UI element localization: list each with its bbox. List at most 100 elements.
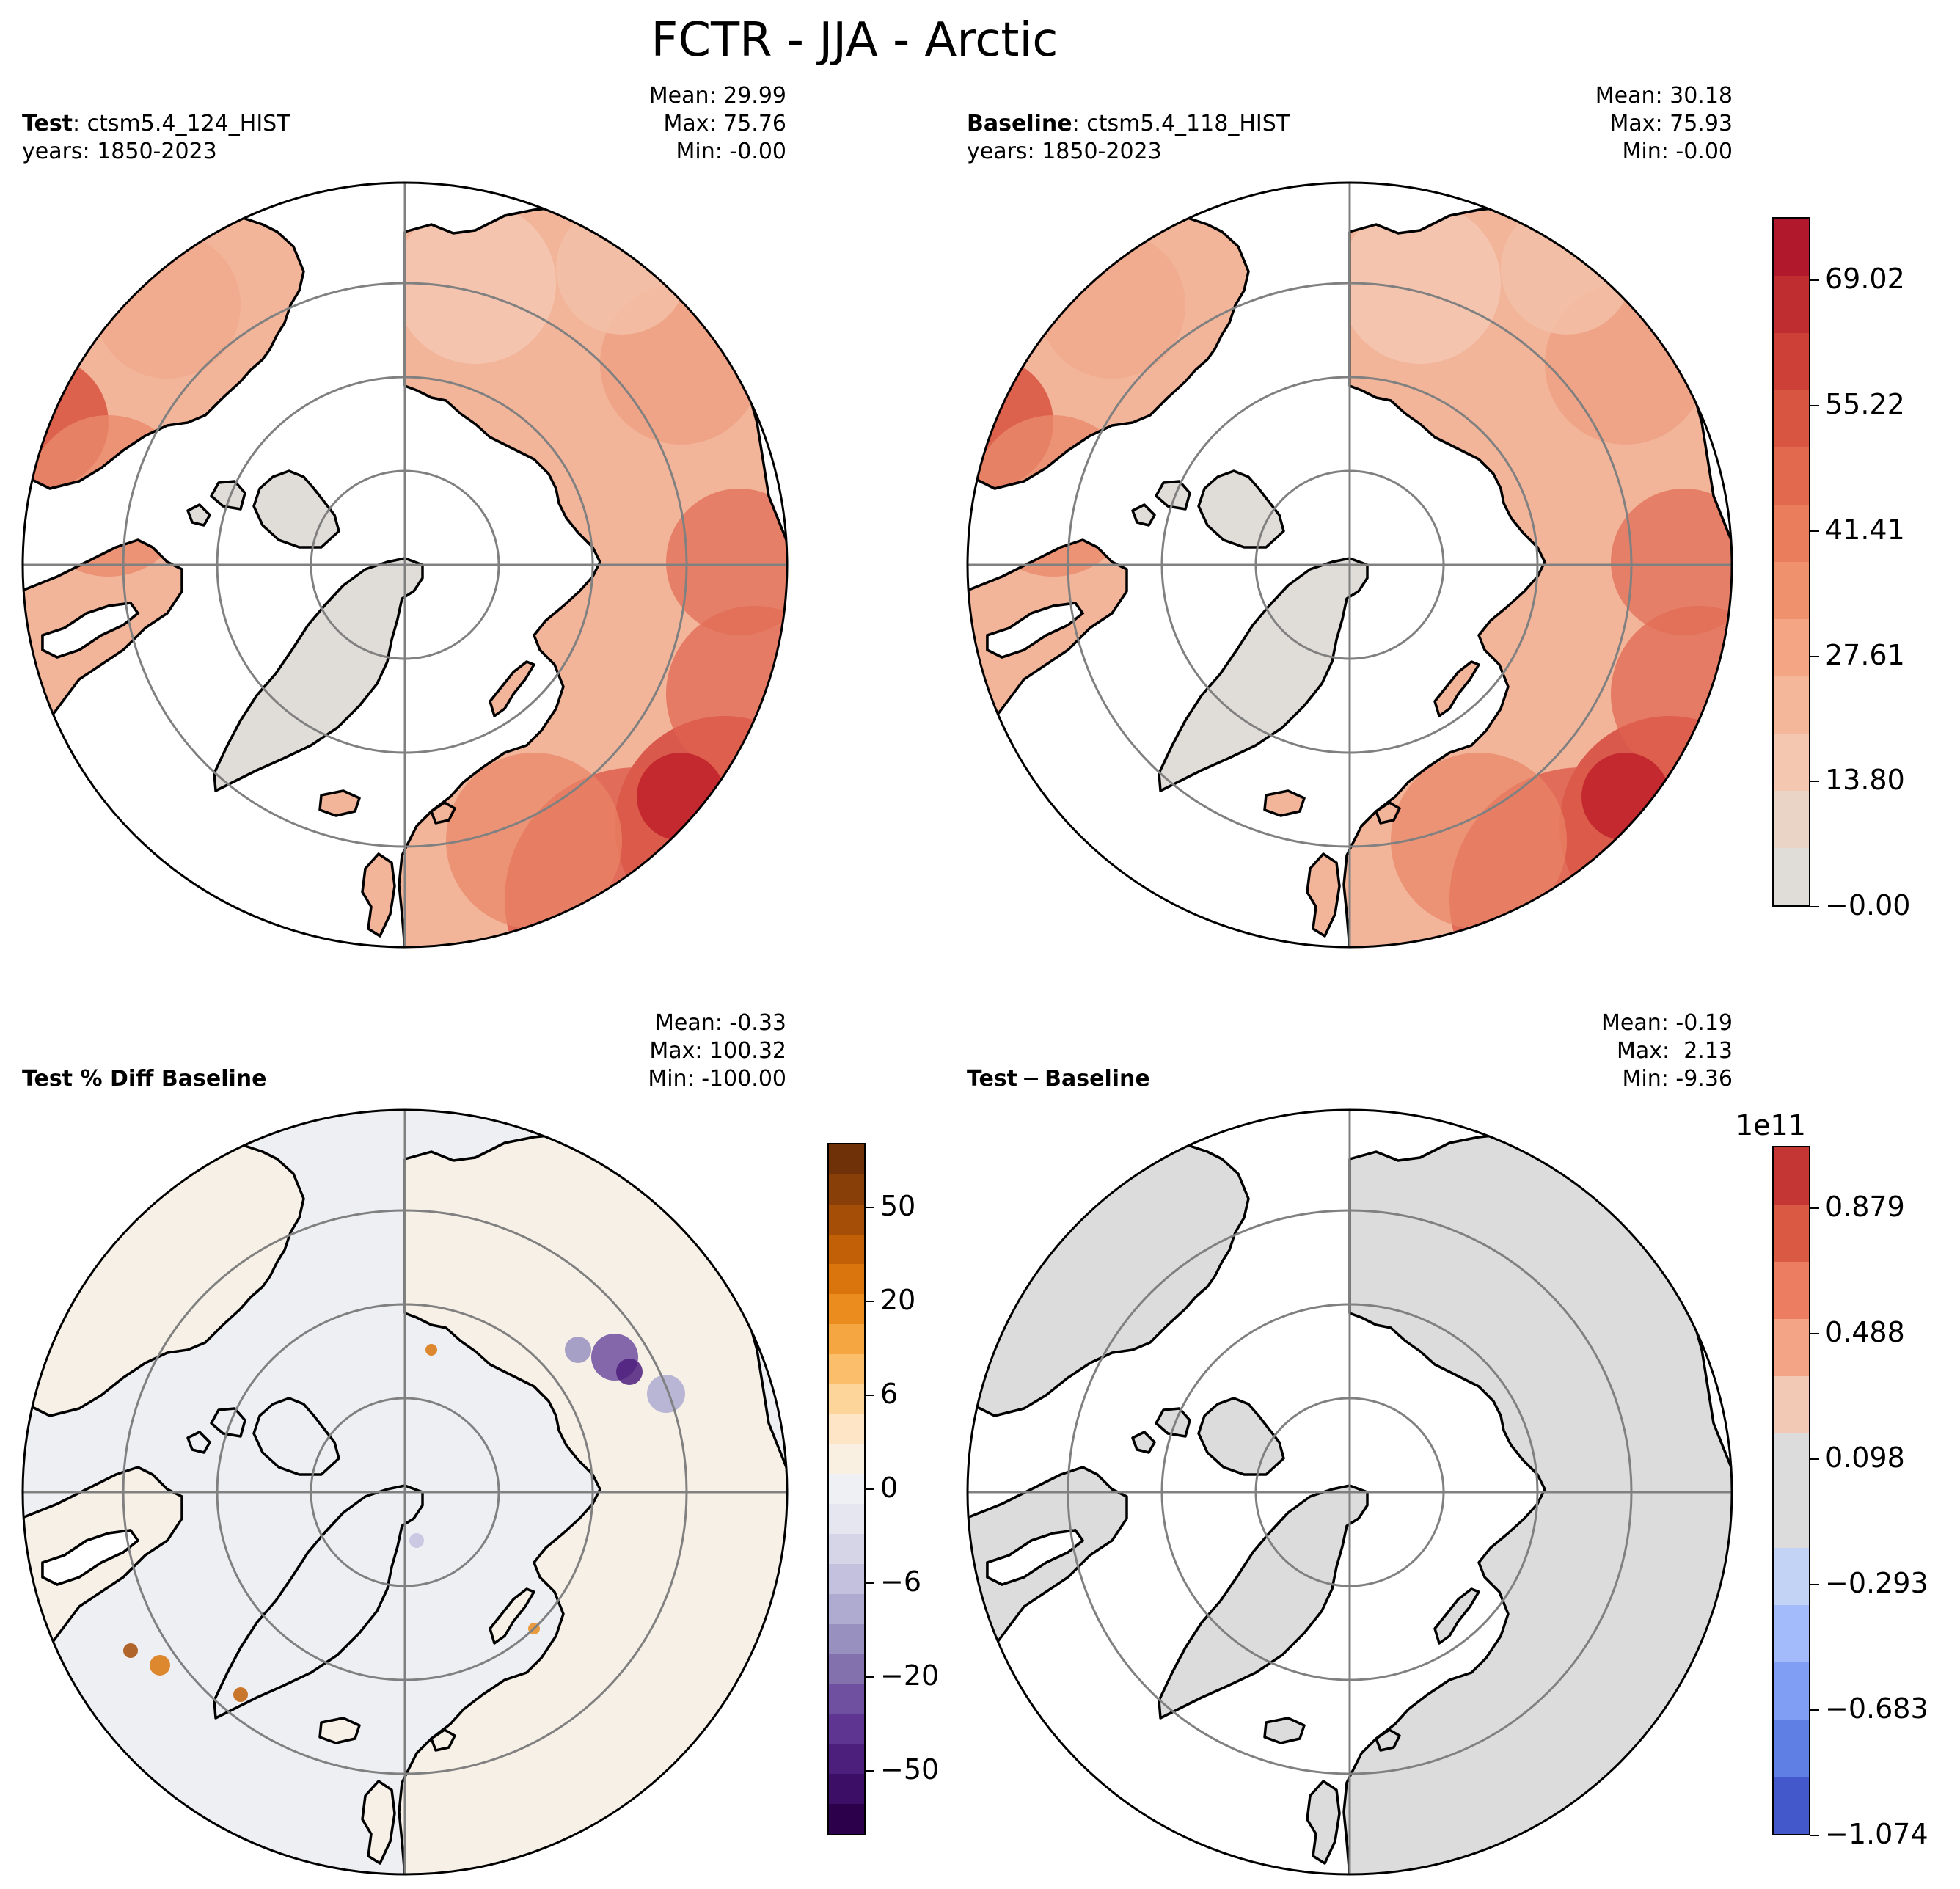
test-label: Test: ctsm5.4_124_HIST [22, 110, 290, 138]
land-shade-blob [1611, 489, 1732, 635]
baseline-stats: Mean: 30.18 Max: 75.93 Min: -0.00 [1595, 82, 1733, 166]
abs-colorbar-tick-mark [1810, 530, 1819, 532]
land-fill [1435, 662, 1479, 716]
land-fill [1344, 1134, 1732, 1874]
pctdiff-colorbar-swatch [829, 1174, 864, 1205]
land-fill [23, 1467, 182, 1680]
diff-colorbar-swatch [1774, 1719, 1809, 1777]
land-shade-blob [94, 232, 241, 379]
land-fill [1435, 1589, 1479, 1643]
land-shade-blob [395, 207, 556, 364]
pctdiff-colorbar-swatch [829, 1534, 864, 1565]
pctdiff-colorbar-tick-mark [866, 1676, 874, 1678]
diff-label-bold: Test [967, 1066, 1018, 1092]
archipelago-fill [188, 1398, 339, 1475]
test-stats: Mean: 29.99 Max: 75.76 Min: -0.00 [649, 82, 786, 166]
diff-colorbar-swatch [1774, 1204, 1809, 1262]
map-content [968, 183, 1732, 947]
diff-colorbar-tick-mark [1810, 1207, 1819, 1210]
pctdiff-stats: Mean: -0.33 Max: 100.32 Min: -100.00 [648, 1009, 786, 1093]
abs-colorbar-swatch [1774, 504, 1809, 562]
diff-colorbar-tick-label: −1.074 [1825, 1818, 1928, 1850]
land-fill [490, 1589, 534, 1643]
pctdiff-colorbar-swatch [829, 1264, 864, 1295]
greenland-fill [214, 558, 423, 791]
coastline [1433, 1587, 1480, 1645]
pctdiff-label: Test % Diff Baseline [22, 1065, 267, 1093]
pct-positive-patch [751, 1662, 772, 1683]
pctdiff-colorbar-swatch [829, 1623, 864, 1654]
coastline [318, 789, 361, 817]
diff-colorbar-exponent: 1e11 [1736, 1109, 1806, 1141]
pctdiff-colorbar-swatch [829, 1384, 864, 1414]
baseline-max: Max: 75.93 [1609, 111, 1733, 136]
diff-max: Max: 2.13 [1617, 1038, 1733, 1064]
coastline [361, 1780, 396, 1865]
map-boundary [21, 1108, 789, 1876]
test-years: years: 1850-2023 [22, 139, 217, 164]
abs-colorbar-swatch [1774, 332, 1809, 390]
abs-colorbar-tick-mark [1810, 906, 1819, 907]
hudson-bay [41, 602, 140, 659]
pctdiff-colorbar-swatch [829, 1234, 864, 1265]
figure-title: FCTR - JJA - Arctic [651, 13, 1058, 67]
coastline [1263, 789, 1306, 817]
diff-colorbar-tick-label: −0.683 [1825, 1692, 1928, 1725]
abs-colorbar-tick-label: 41.41 [1825, 513, 1905, 546]
diff-stats: Mean: -0.19 Max: 2.13 Min: -9.36 [1601, 1009, 1733, 1093]
land-shade-blob [1039, 232, 1185, 379]
coastline [1306, 852, 1341, 938]
pctdiff-colorbar-swatch [829, 1684, 864, 1714]
diff-colorbar-swatch [1774, 1662, 1809, 1720]
coastline [361, 852, 396, 938]
baseline-label-rest: : ctsm5.4_118_HIST [1072, 111, 1290, 136]
land-fill [1265, 791, 1304, 816]
abs-colorbar-tick-mark [1810, 279, 1819, 282]
map-boundary [966, 181, 1733, 949]
test-min: Min: -0.00 [676, 139, 787, 164]
map-content [23, 1110, 787, 1874]
coastline [213, 1484, 424, 1720]
land-shade-blob [666, 489, 787, 635]
abs-colorbar-swatch [1774, 676, 1809, 734]
land-fill [968, 1467, 1127, 1680]
pctdiff-colorbar-swatch [829, 1774, 864, 1804]
abs-colorbar-tick-mark [1810, 655, 1819, 657]
diff-colorbar-tick-mark [1810, 1709, 1819, 1711]
abs-colorbar-swatch [1774, 447, 1809, 505]
hudson-bay [986, 1529, 1085, 1586]
land-shade-blob [637, 753, 725, 841]
test-mean: Mean: 29.99 [648, 83, 786, 109]
coastline [430, 801, 456, 825]
land-shade-blob [1611, 606, 1732, 782]
diff-label-minus: − [1022, 1066, 1041, 1092]
diff-map [966, 1108, 1733, 1876]
pctdiff-colorbar-tick-label: 20 [880, 1283, 916, 1316]
coastline [1131, 1397, 1285, 1476]
pctdiff-colorbar-tick-label: −20 [880, 1659, 940, 1692]
pct-positive-patch [425, 1344, 437, 1356]
abs-colorbar-swatch [1774, 561, 1809, 619]
land-shade-blob [1339, 207, 1501, 364]
coastline [1375, 1728, 1401, 1752]
diff-colorbar-swatch [1774, 1147, 1809, 1205]
archipelago-fill [188, 471, 339, 547]
land-fill [320, 1718, 359, 1743]
baseline-mean: Mean: 30.18 [1595, 83, 1733, 109]
diff-colorbar [1772, 1146, 1810, 1835]
pctdiff-colorbar-tick-label: 50 [880, 1189, 916, 1222]
test-label-rest: : ctsm5.4_124_HIST [73, 111, 290, 136]
coastline [1306, 1780, 1341, 1865]
greenland-fill [1159, 1486, 1367, 1718]
coastline [1158, 1484, 1369, 1720]
diff-colorbar-swatch [1774, 1490, 1809, 1548]
baseline-years: years: 1850-2023 [967, 139, 1162, 164]
map-boundary [966, 1108, 1733, 1876]
test-label-bold: Test [22, 111, 73, 136]
pctdiff-colorbar-tick-mark [866, 1206, 874, 1208]
land-fill [1265, 1718, 1304, 1743]
diff-colorbar-tick-mark [1810, 1458, 1819, 1461]
land-fill [399, 1134, 787, 1874]
diff-colorbar-tick-label: 0.879 [1825, 1191, 1905, 1224]
pctdiff-colorbar-tick-mark [866, 1770, 874, 1772]
